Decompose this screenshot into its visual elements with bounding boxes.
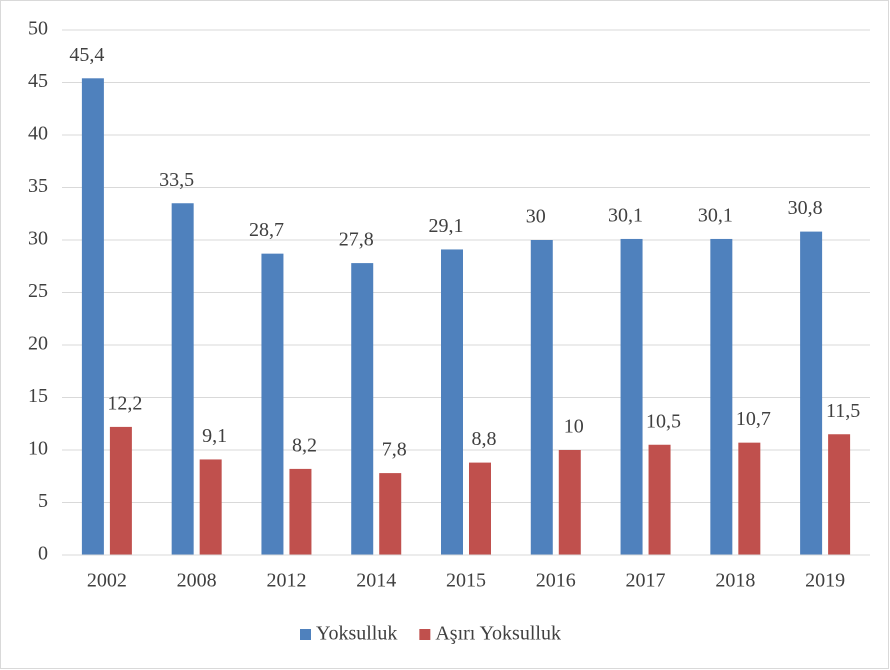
y-tick-label: 45: [28, 70, 48, 92]
data-label: 8,8: [472, 428, 497, 450]
y-tick-label: 20: [28, 333, 48, 355]
data-label: 28,7: [249, 219, 284, 241]
bar: [261, 253, 284, 555]
data-label: 45,4: [69, 44, 104, 66]
data-label: 27,8: [339, 229, 374, 251]
bar: [828, 434, 851, 555]
legend-label: Yoksulluk: [316, 623, 397, 645]
y-tick-label: 0: [38, 543, 48, 565]
x-tick-label: 2017: [626, 570, 666, 592]
y-tick-label: 30: [28, 228, 48, 250]
data-label: 29,1: [429, 215, 464, 237]
y-tick-label: 5: [38, 490, 48, 512]
bar: [469, 462, 491, 555]
y-tick-label: 15: [28, 385, 48, 407]
data-label: 12,2: [107, 392, 142, 414]
bar: [81, 78, 104, 556]
data-label: 8,2: [292, 434, 317, 456]
bar: [530, 240, 553, 555]
bar: [351, 263, 374, 555]
legend-swatch: [419, 629, 431, 640]
data-label: 30: [526, 206, 546, 228]
data-label: 10: [564, 416, 584, 438]
bar: [558, 450, 581, 555]
bar: [199, 459, 222, 555]
bar: [379, 473, 402, 555]
bar: [648, 444, 671, 555]
legend-label: Aşırı Yoksulluk: [435, 623, 561, 645]
x-tick-label: 2018: [715, 570, 755, 592]
bar: [620, 238, 643, 555]
y-tick-label: 25: [28, 280, 48, 302]
data-label: 10,5: [646, 410, 681, 432]
y-tick-label: 40: [28, 123, 48, 145]
x-tick-label: 2012: [266, 570, 306, 592]
data-label: 11,5: [826, 400, 860, 422]
bar: [710, 238, 733, 555]
x-tick-label: 2016: [536, 570, 576, 592]
bar: [109, 426, 132, 555]
legend-swatch: [300, 629, 311, 640]
data-label: 30,1: [608, 205, 643, 227]
x-tick-label: 2002: [87, 570, 127, 592]
x-tick-label: 2019: [805, 570, 845, 592]
data-label: 33,5: [159, 169, 194, 191]
y-tick-label: 35: [28, 175, 48, 197]
data-label: 9,1: [202, 425, 227, 447]
bar: [738, 442, 761, 555]
bar: [289, 468, 312, 555]
y-tick-label: 10: [28, 438, 48, 460]
bar: [171, 203, 194, 555]
data-label: 10,7: [736, 408, 771, 430]
data-label: 30,8: [788, 197, 823, 219]
x-tick-label: 2014: [356, 570, 396, 592]
x-tick-label: 2008: [177, 570, 217, 592]
data-label: 7,8: [382, 439, 407, 461]
data-label: 30,1: [698, 205, 733, 227]
x-tick-label: 2015: [446, 570, 486, 592]
bar: [441, 249, 463, 555]
y-tick-label: 50: [28, 18, 48, 40]
bar: [800, 231, 823, 555]
